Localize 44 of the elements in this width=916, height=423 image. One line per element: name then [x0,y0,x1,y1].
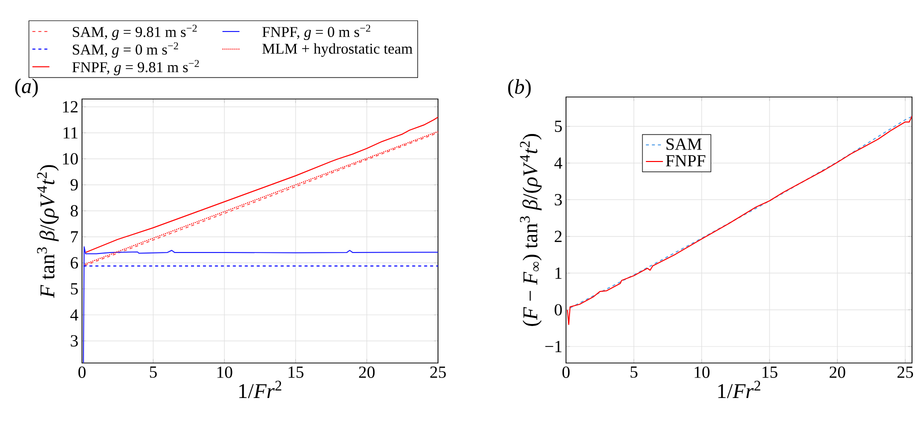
x-tick-label: 10 [217,366,232,378]
x-tick-label: 0 [78,366,86,378]
x-axis-title: 1/Fr$^{2}$ [718,380,760,398]
x-tick-label: 0 [562,366,570,378]
legend-label: FNPF, g = 9.81 m s$^{−2}$ [72,60,199,76]
x-tick-label: 25 [898,366,914,378]
legend-label: FNPF [666,155,706,166]
y-tick-label: 5 [70,283,78,295]
x-axis-title: 1/Fr$^{2}$ [239,380,282,398]
legend-label: MLM + hydrostatic team [262,43,413,57]
x-tick-label: 25 [430,366,446,378]
chart-title: (a) [15,78,38,98]
legend-label: SAM [666,138,702,150]
x-tick-label: 5 [150,366,157,378]
y-tick-label: 0 [554,304,562,316]
y-tick-label: 6 [70,257,78,269]
x-tick-label: 15 [288,366,304,378]
y-tick-label: 1 [556,268,562,279]
y-tick-label: 8 [70,205,78,217]
legend-label: SAM, g = 9.81 m s$^{−2}$ [72,24,197,40]
line-series [85,116,438,253]
y-tick-label: −1 [545,340,562,352]
y-tick-label: 7 [71,231,78,242]
x-tick-label: 10 [694,366,710,378]
y-tick-label: 12 [63,101,78,112]
y-tick-label: 4 [554,157,562,169]
y-tick-label: 4 [70,309,78,320]
y-tick-label: 3 [554,194,562,206]
y-tick-label: 5 [555,120,562,132]
x-tick-label: 20 [830,366,846,378]
y-tick-label: 9 [70,179,78,191]
x-tick-label: 5 [630,366,638,378]
y-tick-label: 3 [70,335,78,347]
legend-label: SAM, g = 0 m s$^{−2}$ [72,42,178,58]
legend-label: FNPF, g = 0 m s$^{−2}$ [262,24,370,40]
x-tick-label: 15 [762,366,778,378]
line-series [82,246,438,363]
y-tick-label: 11 [64,127,78,138]
text: (F − F$_{∞}$) tan$^{3}$ β/(ρV$^{4}$t$^{2}$) [520,134,542,326]
y-tick-label: 2 [554,230,562,242]
text: F tan$^{3}$ β/(ρV$^{4}$t$^{2}$) [37,165,59,298]
chart-title: (b) [508,79,531,98]
y-tick-label: 10 [63,153,78,165]
x-tick-label: 20 [359,366,375,378]
